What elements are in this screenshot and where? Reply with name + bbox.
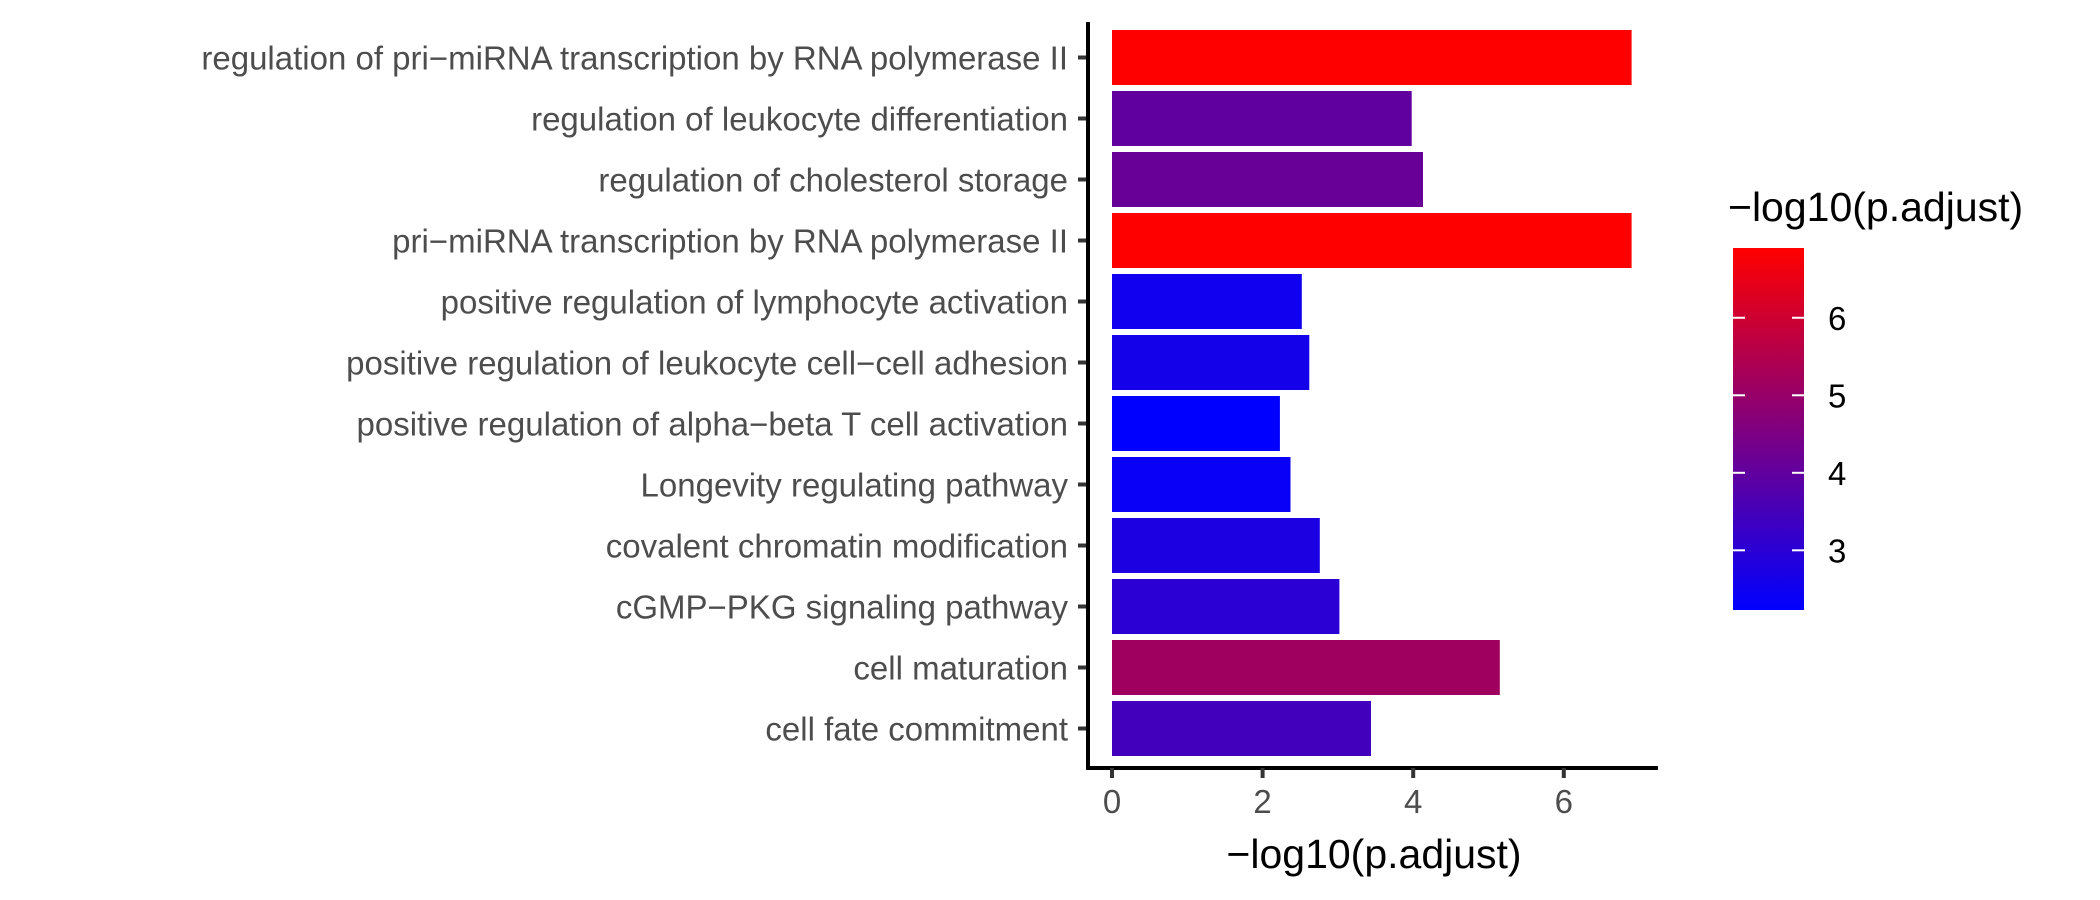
y-tick-label: cell fate commitment	[765, 711, 1068, 748]
bar	[1112, 213, 1632, 268]
legend-title: −log10(p.adjust)	[1728, 184, 2023, 230]
bar	[1112, 152, 1423, 207]
bar	[1112, 91, 1412, 146]
bar	[1112, 518, 1320, 573]
bar	[1112, 274, 1302, 329]
color-legend: −log10(p.adjust) 3 4 5 6	[1728, 184, 2023, 610]
bar	[1112, 457, 1291, 512]
y-tick-label: pri−miRNA transcription by RNA polymeras…	[392, 223, 1068, 260]
y-tick-label: positive regulation of alpha−beta T cell…	[357, 406, 1069, 443]
y-tick-label: regulation of pri−miRNA transcription by…	[201, 40, 1068, 77]
bar	[1112, 335, 1310, 390]
bars-group	[1112, 30, 1632, 756]
y-tick-label: regulation of cholesterol storage	[598, 162, 1068, 199]
x-tick-label: 6	[1555, 783, 1573, 820]
bar	[1112, 579, 1340, 634]
y-tick-label: Longevity regulating pathway	[641, 467, 1069, 504]
x-axis: 0 2 4 6	[1086, 766, 1658, 820]
x-tick-label: 4	[1404, 783, 1422, 820]
legend-tick-label: 6	[1828, 300, 1846, 337]
y-tick-label: positive regulation of leukocyte cell−ce…	[346, 345, 1068, 382]
bar	[1112, 396, 1280, 451]
y-axis: regulation of pri−miRNA transcription by…	[201, 22, 1090, 770]
x-tick-label: 2	[1253, 783, 1271, 820]
y-tick-label: regulation of leukocyte differentiation	[531, 101, 1068, 138]
y-tick-label: cell maturation	[853, 650, 1068, 687]
y-tick-label: cGMP−PKG signaling pathway	[616, 589, 1069, 626]
x-axis-title: −log10(p.adjust)	[1226, 831, 1521, 877]
y-tick-label: covalent chromatin modification	[606, 528, 1068, 565]
x-tick-label: 0	[1103, 783, 1121, 820]
legend-tick-label: 5	[1828, 377, 1846, 414]
legend-color-bar	[1733, 248, 1804, 610]
bar	[1112, 30, 1632, 85]
legend-tick-label: 3	[1828, 532, 1846, 569]
legend-tick-label: 4	[1828, 455, 1846, 492]
y-tick-label: positive regulation of lymphocyte activa…	[441, 284, 1068, 321]
bar	[1112, 701, 1371, 756]
bar	[1112, 640, 1500, 695]
